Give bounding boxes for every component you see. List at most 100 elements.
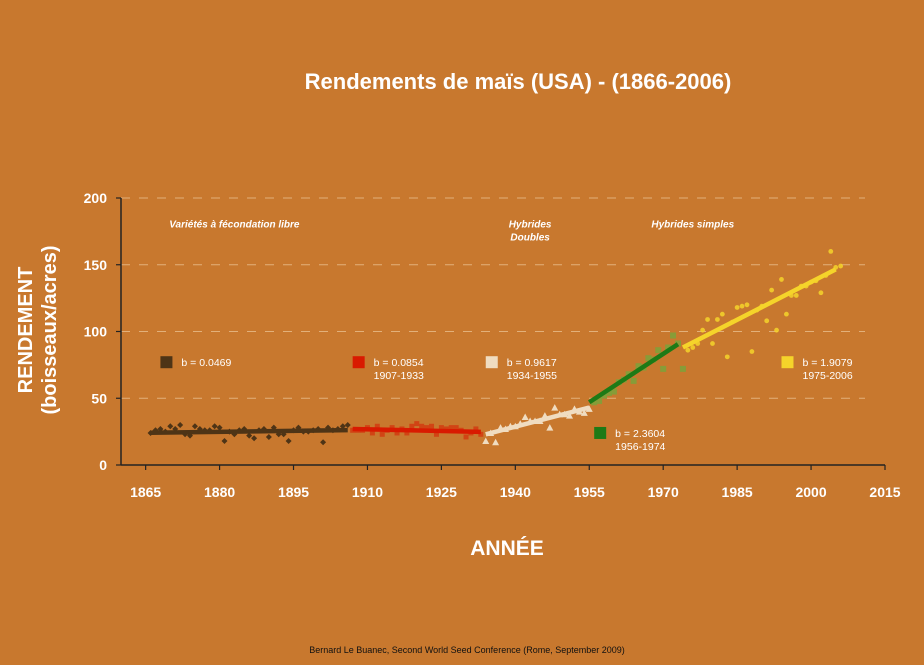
slope-value: b = 0.0854 xyxy=(374,357,424,369)
data-point xyxy=(438,425,444,431)
data-point xyxy=(221,437,228,444)
data-point xyxy=(339,423,346,430)
x-tick-labels: 1865 1880 1895 1910 1925 1940 1955 1970 1985 2000… xyxy=(130,484,901,500)
x-axis-label: ANNÉE xyxy=(470,537,544,560)
data-point xyxy=(424,425,430,431)
data-point xyxy=(660,365,667,372)
data-point xyxy=(679,365,686,372)
data-point xyxy=(419,423,425,429)
data-point xyxy=(177,421,184,428)
region-label: Variétés à fécondation libre xyxy=(169,219,300,230)
region-label: Hybrides xyxy=(509,219,552,230)
y-tick-labels: 0 50 100 150 200 xyxy=(84,190,108,473)
y-axis-label-line-2: (boisseaux/acres) xyxy=(39,246,61,415)
data-point xyxy=(784,311,789,317)
slope-period: 1975-2006 xyxy=(802,370,852,382)
data-point xyxy=(739,303,745,309)
data-point xyxy=(521,413,529,420)
data-point xyxy=(749,349,755,354)
data-point xyxy=(546,424,554,431)
data-point xyxy=(764,318,770,324)
data-point xyxy=(478,431,484,437)
chart-title: Rendements de maïs (USA) - (1866-2006) xyxy=(305,69,732,94)
data-point xyxy=(320,439,327,446)
x-tick-label: 1970 xyxy=(648,484,679,500)
y-tick-label: 100 xyxy=(84,324,108,340)
data-point xyxy=(715,317,720,322)
data-point xyxy=(246,432,253,439)
data-point xyxy=(473,426,479,432)
data-point xyxy=(630,377,637,384)
trend-line xyxy=(352,426,481,435)
data-point xyxy=(374,423,380,429)
data-point xyxy=(744,302,750,308)
y-axis-label: RENDEMENT (boisseaux/acres) xyxy=(15,246,61,415)
slope-period: 1956-1974 xyxy=(615,441,665,453)
data-point xyxy=(492,438,500,446)
data-point xyxy=(344,421,351,428)
slope-value: b = 2.3604 xyxy=(615,428,665,440)
data-point xyxy=(596,397,603,404)
data-point xyxy=(665,344,672,351)
data-point xyxy=(610,388,617,395)
trend-line xyxy=(681,267,837,350)
data-point xyxy=(719,311,725,317)
trend-line xyxy=(485,405,590,437)
x-tick-label: 1925 xyxy=(426,484,457,500)
x-tick-label: 1910 xyxy=(352,484,383,500)
data-point xyxy=(429,423,435,429)
x-tick-label: 2015 xyxy=(869,484,900,500)
y-tick-label: 50 xyxy=(91,390,107,406)
data-point xyxy=(580,409,588,416)
data-point xyxy=(167,423,174,430)
data-point xyxy=(551,404,559,411)
x-tick-label: 1940 xyxy=(500,484,531,500)
data-point xyxy=(710,341,715,346)
data-point xyxy=(724,354,730,360)
slope-swatch xyxy=(594,426,607,439)
region-label: Doubles xyxy=(510,232,550,243)
data-point xyxy=(414,421,420,427)
data-point xyxy=(448,425,454,431)
data-point xyxy=(779,277,784,282)
y-axis-label-line-1: RENDEMENT xyxy=(15,267,37,394)
data-point xyxy=(433,431,439,437)
data-point xyxy=(793,293,799,298)
data-point xyxy=(670,332,677,339)
data-point xyxy=(700,327,706,333)
data-point xyxy=(394,430,400,436)
slope-swatch xyxy=(352,356,365,369)
data-point xyxy=(818,290,824,296)
data-point xyxy=(605,389,612,396)
slope-period: 1934-1955 xyxy=(507,370,557,382)
slope-swatch xyxy=(160,356,173,369)
data-points xyxy=(147,249,844,446)
data-point xyxy=(285,437,292,444)
data-point xyxy=(685,347,691,353)
data-point xyxy=(211,423,218,430)
region-labels: Variétés à fécondation libre Hybrides Doub… xyxy=(169,219,734,243)
data-point xyxy=(453,425,459,431)
data-point xyxy=(601,392,608,399)
slope-value: b = 0.9617 xyxy=(507,357,557,369)
x-tick-label: 1880 xyxy=(204,484,235,500)
x-tick-label: 2000 xyxy=(795,484,826,500)
data-point xyxy=(674,340,681,347)
axes xyxy=(116,197,886,470)
source-credit: Bernard Le Buanec, Second World Seed Con… xyxy=(309,645,625,655)
data-point xyxy=(838,263,844,269)
data-point xyxy=(251,435,258,442)
data-point xyxy=(645,355,652,362)
data-point xyxy=(828,249,834,254)
trend-line xyxy=(588,342,680,405)
data-point xyxy=(769,287,775,293)
data-point xyxy=(774,327,779,333)
data-point xyxy=(369,430,375,436)
x-tick-label: 1985 xyxy=(722,484,753,500)
data-point xyxy=(635,363,642,370)
data-point xyxy=(409,423,415,429)
slope-swatch xyxy=(781,356,794,369)
data-point xyxy=(463,434,469,440)
